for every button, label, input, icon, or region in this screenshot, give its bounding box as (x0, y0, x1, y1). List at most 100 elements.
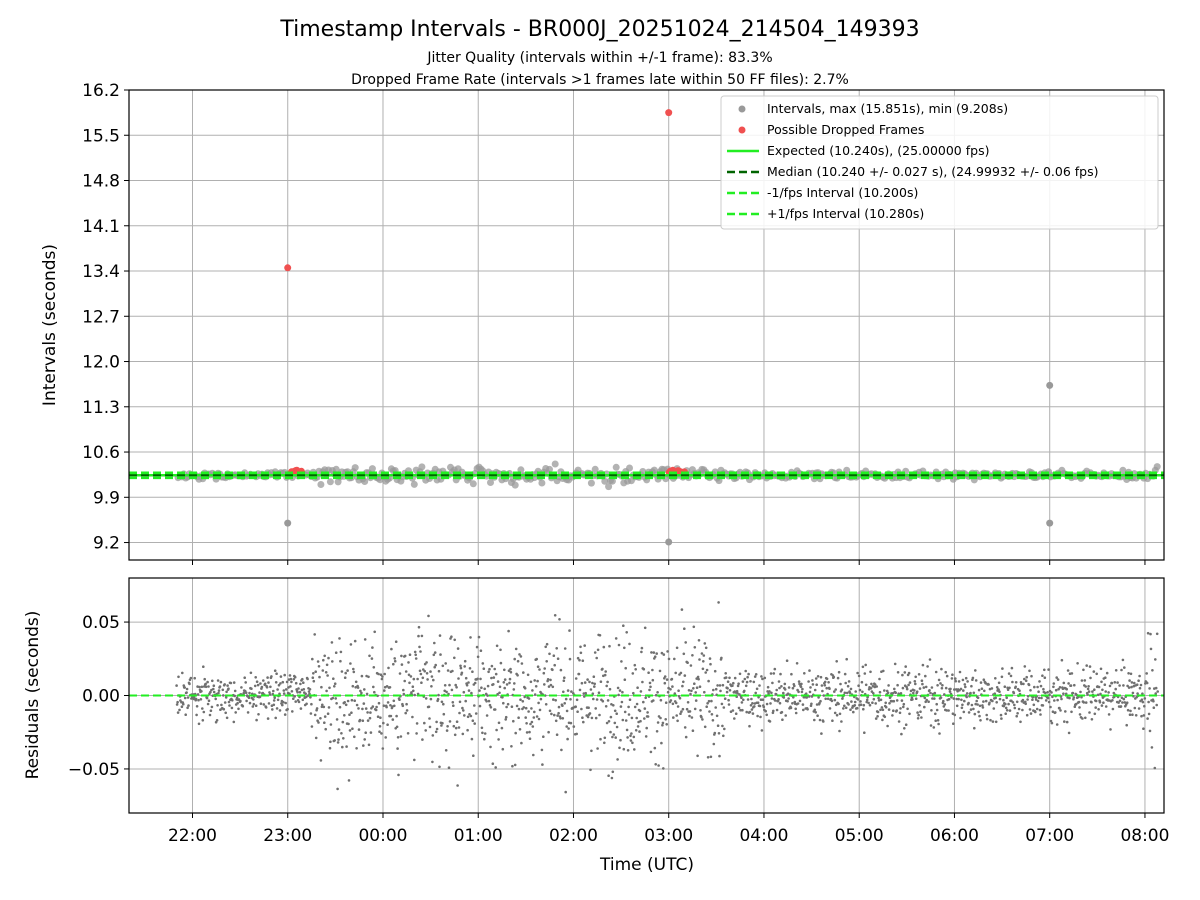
residual-point (646, 711, 649, 714)
residual-point (738, 672, 742, 676)
residual-point (533, 693, 537, 696)
residual-point (935, 702, 938, 706)
residual-point (456, 647, 460, 650)
residual-point (249, 671, 253, 675)
residual-point (876, 710, 880, 714)
residual-point (859, 700, 862, 703)
residual-point (457, 677, 460, 680)
residual-point (692, 687, 695, 690)
residual-point (852, 710, 855, 714)
residual-point (1139, 683, 1143, 687)
residual-point (768, 720, 772, 723)
residual-point (182, 702, 185, 706)
residual-point (328, 746, 332, 750)
residual-point (405, 709, 409, 712)
residual-point (1087, 685, 1090, 688)
residual-point (1148, 729, 1152, 733)
residual-point (791, 686, 795, 690)
residual-point (759, 698, 763, 701)
residual-point (322, 705, 326, 709)
residual-point (874, 717, 878, 720)
residual-point (324, 727, 328, 731)
residual-point (731, 684, 734, 687)
residual-point (338, 705, 342, 709)
residual-point (218, 685, 222, 688)
residual-point (343, 676, 347, 679)
residual-point (1147, 712, 1151, 716)
residual-point (374, 708, 378, 712)
residual-point (225, 716, 229, 720)
residual-point (899, 707, 902, 710)
residual-point (878, 677, 881, 681)
residual-point (1033, 685, 1036, 689)
residual-point (542, 735, 545, 738)
residual-point (251, 705, 255, 708)
residual-point (415, 732, 418, 735)
residual-point (597, 691, 601, 694)
residual-point (502, 681, 506, 684)
residual-point (480, 686, 483, 689)
residual-point (766, 690, 769, 693)
residual-point (618, 746, 621, 750)
residual-point (376, 715, 380, 718)
residual-point (844, 681, 847, 685)
residual-point (438, 634, 442, 637)
residual-point (225, 690, 228, 694)
residual-point (471, 719, 475, 722)
residual-point (632, 691, 635, 695)
residual-point (323, 721, 326, 724)
residual-point (1074, 702, 1078, 706)
residual-point (515, 704, 519, 708)
residual-point (476, 677, 479, 681)
residual-point (871, 701, 874, 704)
residual-point (319, 717, 322, 720)
residual-point (297, 687, 300, 690)
residual-point (673, 692, 677, 695)
residual-point (750, 708, 754, 711)
residual-point (693, 646, 697, 649)
residual-point (592, 675, 596, 678)
residual-point (517, 716, 520, 719)
residual-point (327, 656, 330, 660)
residual-point (553, 713, 556, 717)
residual-point (607, 720, 611, 723)
residual-point (715, 714, 719, 718)
residual-point (294, 681, 298, 685)
residual-point (960, 706, 964, 710)
residual-point (393, 659, 397, 663)
residual-point (1039, 684, 1043, 688)
residual-point (472, 754, 475, 757)
residual-point (593, 682, 596, 686)
residual-point (652, 699, 655, 702)
residual-point (860, 680, 864, 684)
residual-point (643, 717, 646, 720)
residual-point (625, 631, 628, 634)
residual-point (723, 727, 726, 731)
residual-point (632, 735, 636, 739)
residual-point (918, 687, 922, 690)
residual-point (308, 688, 312, 691)
residual-point (775, 708, 779, 712)
residual-point (511, 764, 514, 768)
residual-point (254, 704, 258, 707)
residual-point (466, 728, 469, 732)
residual-point (540, 748, 544, 752)
residual-point (1120, 668, 1123, 672)
residual-point (232, 720, 236, 724)
residual-point (576, 656, 580, 660)
residual-point (1134, 714, 1138, 717)
residual-point (574, 677, 578, 680)
residual-point (951, 673, 954, 676)
residual-point (775, 688, 778, 692)
residual-point (257, 713, 260, 716)
residual-point (181, 671, 184, 675)
residual-point (694, 691, 697, 694)
residual-point (1093, 688, 1096, 691)
residual-point (335, 718, 339, 721)
residual-point (520, 662, 524, 665)
residual-point (578, 658, 581, 662)
residual-point (240, 686, 243, 689)
residual-point (962, 710, 966, 714)
residual-point (569, 721, 573, 725)
residual-point (243, 676, 246, 679)
